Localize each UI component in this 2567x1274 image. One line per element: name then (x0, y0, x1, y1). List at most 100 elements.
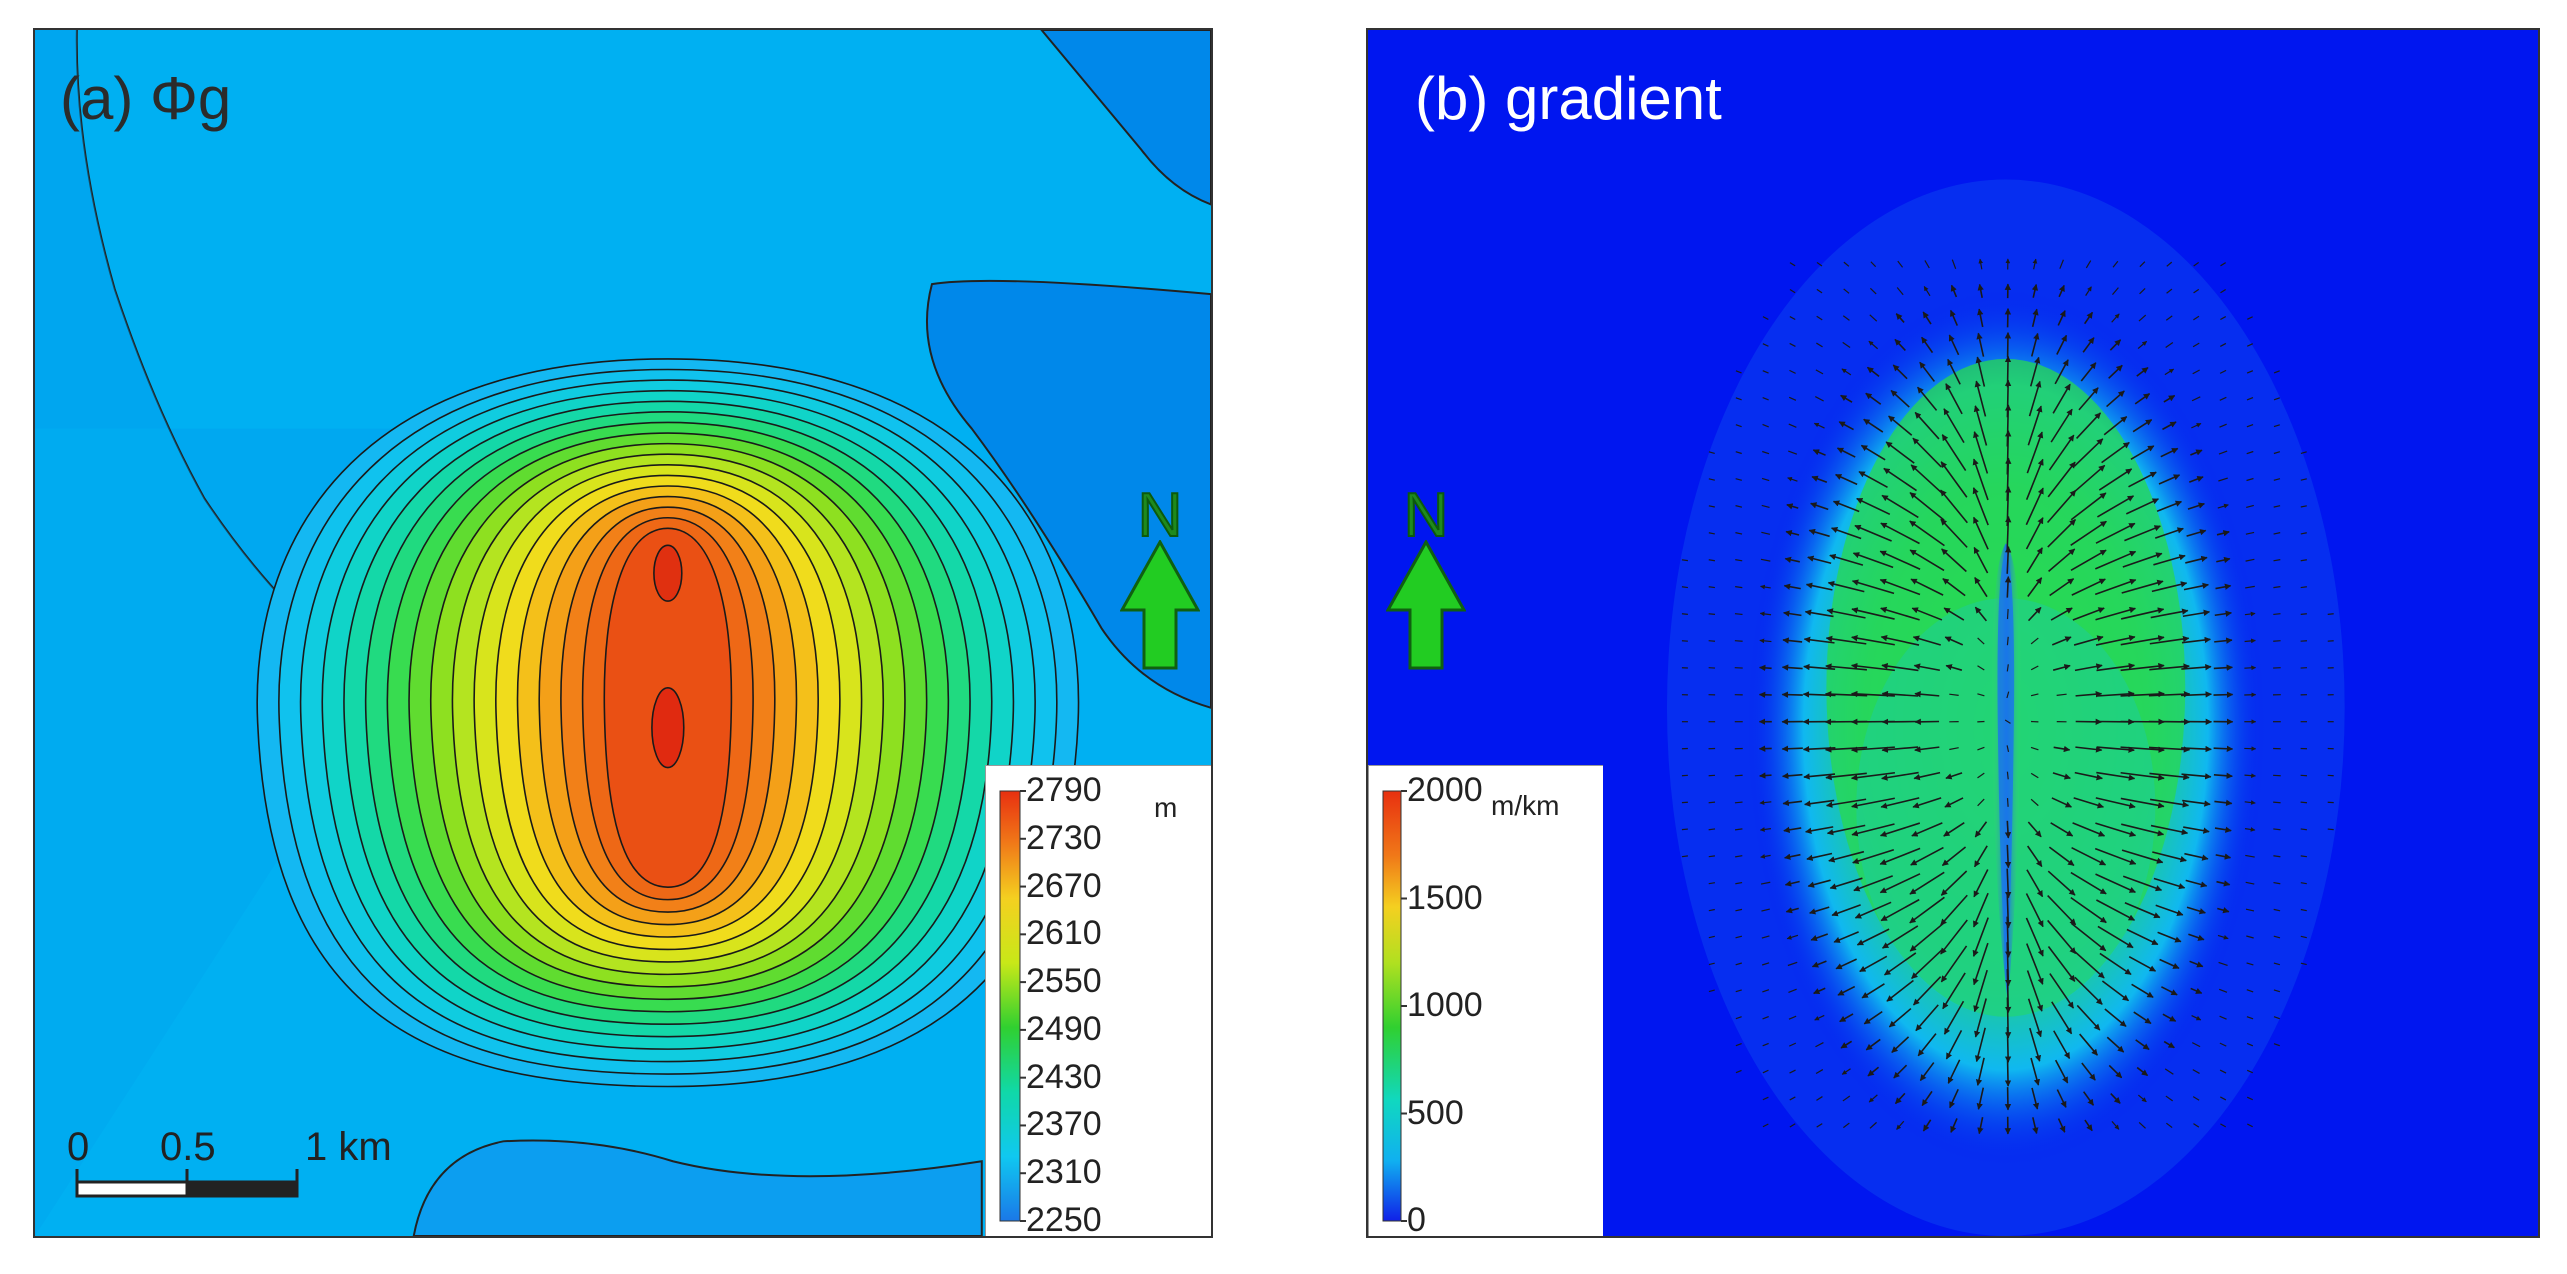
gradient-vector (1760, 558, 1771, 562)
gradient-vector (2030, 637, 2039, 645)
gradient-vector (2046, 489, 2077, 523)
gradient-vector (2181, 773, 2212, 780)
gradient-vector (2273, 801, 2281, 804)
gradient-vector (2054, 359, 2069, 385)
gradient-vector (2121, 823, 2165, 837)
gradient-vector (2095, 822, 2137, 837)
gradient-vector (1943, 607, 1965, 621)
gradient-vector (2071, 464, 2106, 495)
gradient-vector (2030, 665, 2039, 671)
gradient-vector (2004, 576, 2012, 598)
gradient-vector (1787, 961, 1798, 967)
gradient-vector (2215, 853, 2232, 860)
gradient-vector (1917, 386, 1938, 411)
gradient-vector (2097, 925, 2134, 949)
gradient-vector (1943, 1000, 1965, 1035)
gradient-vector (2059, 259, 2064, 269)
gradient-vector (2053, 745, 2071, 753)
gradient-vector (1734, 828, 1743, 831)
gradient-vector (1805, 826, 1834, 834)
gradient-vector (2186, 529, 2207, 537)
gradient-vector (2273, 532, 2281, 535)
gradient-vector (2162, 421, 2177, 431)
gradient-vector (1735, 424, 1742, 428)
gradient-vector (2165, 315, 2173, 321)
gradient-vector (1852, 849, 1895, 865)
gradient-vector (2070, 549, 2107, 571)
gradient-vector (1978, 258, 1984, 270)
gradient-vector (1974, 577, 1988, 598)
gradient-vector (1973, 869, 1989, 898)
gradient-vector (2111, 1120, 2120, 1130)
gradient-vector (2095, 606, 2136, 621)
gradient-vector (1762, 1042, 1769, 1047)
gradient-vector (1879, 578, 1921, 596)
gradient-vector (1816, 342, 1823, 348)
gradient-vector (1803, 636, 1835, 644)
gradient-vector (1839, 1013, 1854, 1023)
gradient-vector (1977, 693, 1985, 697)
gradient-vector (1950, 1118, 1958, 1133)
gradient-vector (2189, 960, 2204, 968)
panel-a-topography-map: (a) Φg N m 2790 2 (33, 28, 1213, 1238)
gradient-vector (2218, 988, 2228, 993)
gradient-vector (2216, 880, 2231, 887)
gradient-vector (1975, 356, 1986, 387)
gradient-vector (2072, 607, 2105, 621)
gradient-vector (1945, 772, 1963, 780)
gradient-vector (2273, 370, 2280, 374)
gradient-vector (1854, 524, 1892, 542)
gradient-vector (1759, 827, 1772, 832)
gradient-vector (1708, 908, 1715, 912)
gradient-vector (1826, 798, 1867, 808)
gradient-vector (1912, 635, 1941, 646)
gradient-vector (1977, 637, 1985, 645)
gradient-vector (1807, 555, 1832, 565)
gradient-vector (2074, 976, 2103, 1005)
gradient-vector (1881, 494, 1919, 519)
gradient-vector (1735, 532, 1743, 535)
gradient-vector (1759, 638, 1772, 644)
gradient-vector (2006, 798, 2009, 807)
gradient-vector (2245, 558, 2255, 562)
gradient-vector (1826, 824, 1866, 836)
gradient-vector (2120, 662, 2165, 672)
gradient-vector (1840, 1040, 1853, 1049)
gradient-vector (2030, 798, 2039, 807)
gradient-vector (2070, 922, 2107, 952)
gradient-vector (1945, 1030, 1963, 1060)
gradient-vector (2327, 613, 2334, 615)
elevation-tick-label: 2670 (1026, 866, 1102, 905)
gradient-vector (2137, 340, 2148, 350)
gradient-vector (2246, 962, 2254, 966)
gradient-vector (2056, 334, 2068, 355)
gradient-vector (1681, 559, 1688, 562)
gradient-vector (1880, 606, 1920, 621)
gradient-vector (2163, 1040, 2175, 1049)
gradient-vector (2164, 368, 2175, 376)
gradient-vector (1759, 611, 1772, 617)
gradient-vector (1831, 904, 1861, 917)
gradient-vectors (1681, 258, 2334, 1135)
gradient-vector (1735, 1016, 1742, 1020)
gradient-vector (2072, 949, 2105, 979)
gradient-vector (2244, 638, 2256, 644)
gradient-vector (1975, 1057, 1985, 1086)
gradient-vector (2214, 637, 2233, 644)
gradient-vector (2244, 665, 2257, 671)
gradient-vector (1787, 476, 1798, 482)
gradient-vector (1786, 934, 1799, 940)
scale-bar: 0 0.5 1 km (65, 1125, 415, 1225)
gradient-vector (1784, 853, 1801, 860)
gradient-vector (2153, 877, 2186, 890)
gradient-vector (2027, 606, 2042, 622)
gradient-vector (2156, 500, 2183, 512)
gradient-vector (2026, 943, 2044, 985)
gradient-vector (2095, 634, 2136, 646)
gradient-vector (2300, 855, 2307, 858)
gradient-tick-label: 2000 (1407, 771, 1483, 809)
gradient-vector (2219, 423, 2227, 428)
gradient-vector (1976, 1087, 1985, 1110)
gradient-vector (2106, 1036, 2125, 1053)
gradient-vector (2070, 520, 2107, 546)
